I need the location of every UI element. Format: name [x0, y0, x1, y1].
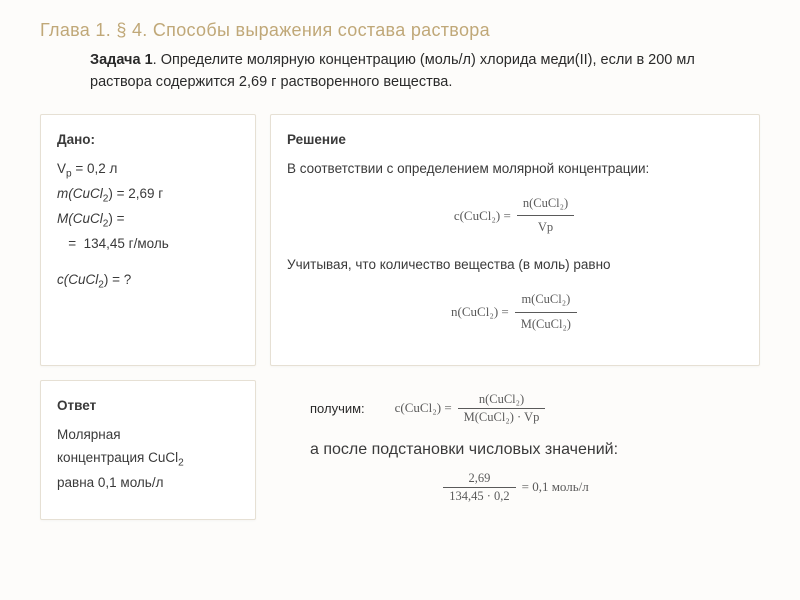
answer-header: Ответ	[57, 395, 239, 418]
equation-2: n(CuCl₂) = m(CuCl₂) M(CuCl₂)	[287, 285, 743, 339]
answer-line-2: концентрация CuCl2	[57, 447, 239, 472]
given-line-1: Vр = 0,2 л	[57, 158, 239, 183]
solution-step-1: В соответствии с определением молярной к…	[287, 158, 743, 181]
given-line-4: = 134,45 г/моль	[57, 233, 239, 256]
page-title: Глава 1. § 4. Способы выражения состава …	[40, 20, 760, 41]
solution-step-4: а после подстановки числовых значений:	[310, 441, 744, 459]
problem-statement: Задача 1. Определите молярную концентрац…	[90, 49, 760, 94]
given-line-5: c(CuCl2) = ?	[57, 269, 239, 294]
given-line-3: M(CuCl2) =	[57, 208, 239, 233]
equation-1: c(CuCl₂) = n(CuCl₂) Vр	[287, 189, 743, 243]
given-line-2: m(CuCl2) = 2,69 г	[57, 183, 239, 208]
given-header: Дано:	[57, 129, 239, 152]
solution-continuation: получим: c(CuCl₂) = n(CuCl₂) M(CuCl₂) · …	[270, 380, 760, 520]
answer-box: Ответ Молярная концентрация CuCl2 равна …	[40, 380, 256, 520]
problem-body: . Определите молярную концентрацию (моль…	[90, 52, 695, 90]
equation-3: получим: c(CuCl₂) = n(CuCl₂) M(CuCl₂) · …	[286, 388, 744, 429]
answer-line-1: Молярная	[57, 424, 239, 447]
problem-label: Задача 1	[90, 52, 153, 68]
equation-4: 2,69 134,45 · 0,2 = 0,1 моль/л	[286, 467, 744, 508]
given-box: Дано: Vр = 0,2 л m(CuCl2) = 2,69 г M(CuC…	[40, 114, 256, 366]
solution-header: Решение	[287, 129, 743, 152]
answer-line-3: равна 0,1 моль/л	[57, 472, 239, 495]
solution-step-2: Учитывая, что количество вещества (в мол…	[287, 254, 743, 277]
solution-box: Решение В соответствии с определением мо…	[270, 114, 760, 366]
